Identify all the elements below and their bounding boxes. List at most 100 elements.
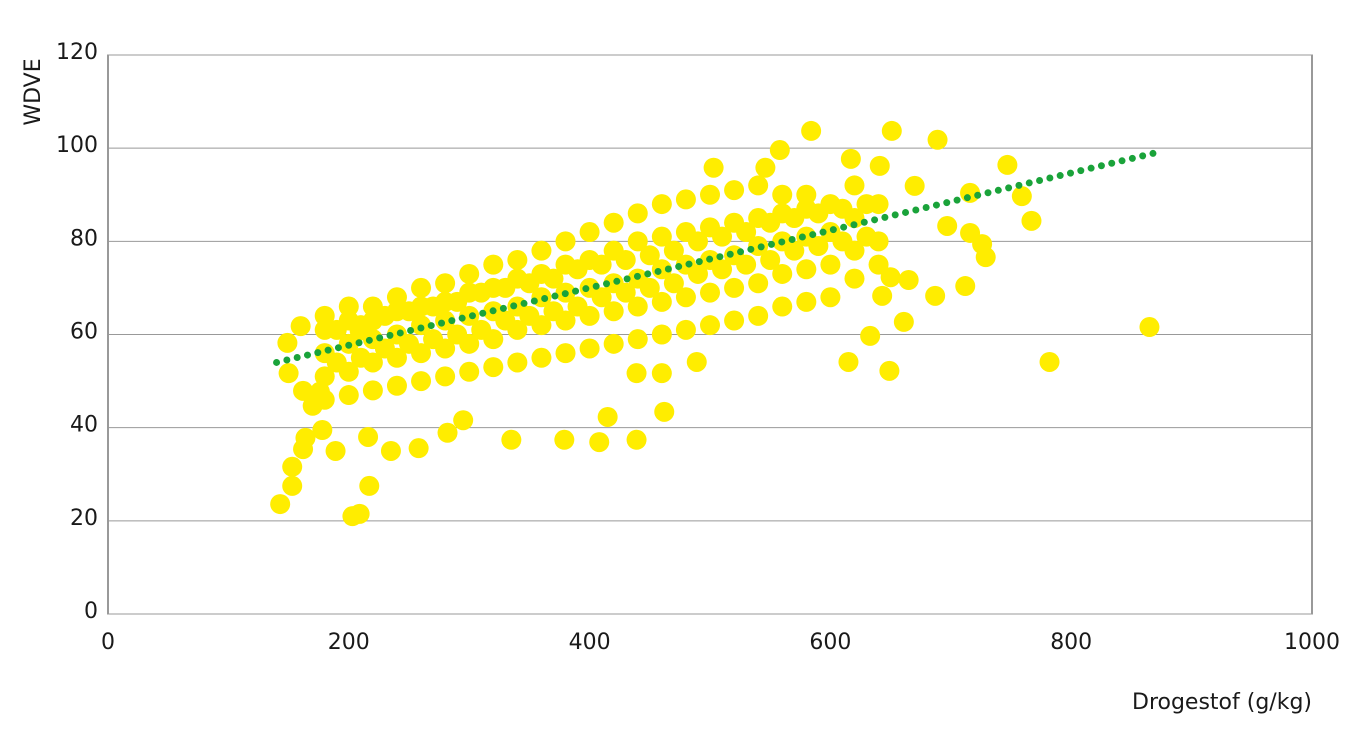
point <box>293 380 314 401</box>
point <box>748 273 769 294</box>
point <box>772 184 793 205</box>
point <box>358 426 379 447</box>
point <box>270 494 291 515</box>
point <box>700 184 720 205</box>
point <box>459 263 480 284</box>
point <box>435 366 456 387</box>
point <box>748 175 769 196</box>
point <box>1139 317 1160 338</box>
point <box>282 475 303 496</box>
point <box>325 440 346 461</box>
point <box>399 301 419 322</box>
point <box>724 277 745 298</box>
point <box>898 269 919 290</box>
point <box>700 315 720 336</box>
point <box>435 273 456 294</box>
point <box>769 140 790 161</box>
point <box>675 189 696 210</box>
point <box>447 324 468 345</box>
point <box>423 329 444 350</box>
point <box>724 180 745 201</box>
point <box>838 351 859 372</box>
point <box>314 389 335 410</box>
point <box>736 222 757 243</box>
point <box>904 175 925 196</box>
point <box>312 419 333 440</box>
point <box>760 212 781 233</box>
point <box>380 440 401 461</box>
x-tick-label: 0 <box>101 630 115 655</box>
point <box>703 157 724 178</box>
point <box>519 273 540 294</box>
point <box>567 259 588 280</box>
point <box>483 254 504 275</box>
point <box>880 267 901 288</box>
point <box>997 154 1018 175</box>
point <box>386 287 407 308</box>
point <box>844 175 865 196</box>
point <box>471 282 492 303</box>
point <box>627 231 648 252</box>
point <box>507 249 528 270</box>
point <box>579 338 600 359</box>
point <box>881 120 902 141</box>
point <box>567 296 588 317</box>
y-tick-label: 120 <box>56 40 98 65</box>
point <box>626 429 647 450</box>
point <box>687 263 708 284</box>
point <box>687 231 708 252</box>
point <box>437 422 458 443</box>
point <box>844 268 865 289</box>
point <box>411 277 432 298</box>
point <box>937 215 958 236</box>
point <box>712 259 733 280</box>
y-tick-label: 40 <box>70 413 98 438</box>
point <box>350 347 371 368</box>
point <box>338 385 359 406</box>
x-tick-label: 800 <box>1050 630 1092 655</box>
y-tick-label: 20 <box>70 506 98 531</box>
x-axis-label: Drogestof (g/kg) <box>1132 690 1312 715</box>
point <box>796 184 817 205</box>
point <box>362 380 383 401</box>
point <box>675 287 696 308</box>
point <box>531 347 552 368</box>
point <box>700 282 720 303</box>
y-tick-label: 100 <box>56 133 98 158</box>
point <box>893 311 914 332</box>
point <box>1021 210 1042 231</box>
x-tick-label: 400 <box>569 630 611 655</box>
point <box>755 157 776 178</box>
point <box>408 438 429 459</box>
point <box>627 329 648 350</box>
point <box>879 360 900 381</box>
point <box>314 305 335 326</box>
trendline <box>273 149 1159 366</box>
point <box>639 277 660 298</box>
point <box>675 319 696 340</box>
point <box>869 155 890 176</box>
point <box>543 268 564 289</box>
point <box>856 226 877 247</box>
point <box>507 352 528 373</box>
point <box>772 263 793 284</box>
point <box>531 240 552 261</box>
point <box>651 291 672 312</box>
point <box>615 249 636 270</box>
point <box>872 285 893 306</box>
point <box>972 234 993 255</box>
point <box>459 361 480 382</box>
point <box>736 254 757 275</box>
point <box>712 226 733 247</box>
point <box>603 212 624 233</box>
x-tick-label: 600 <box>809 630 851 655</box>
point <box>374 338 395 359</box>
point <box>651 363 672 384</box>
point <box>290 316 311 337</box>
point <box>543 301 564 322</box>
point <box>314 366 335 387</box>
point <box>724 310 745 331</box>
y-tick-label: 60 <box>70 320 98 345</box>
point <box>399 333 419 354</box>
